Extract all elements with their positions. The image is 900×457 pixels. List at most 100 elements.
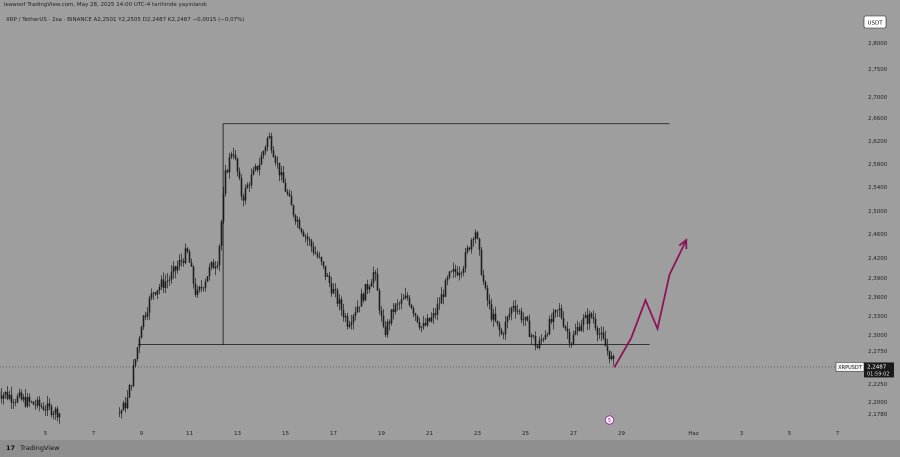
candle-body (550, 319, 553, 323)
candle-body (530, 335, 533, 337)
candle-body (262, 151, 265, 156)
x-tick-label: Haz (688, 431, 699, 437)
candle-body (544, 334, 547, 340)
candle-body (166, 280, 169, 282)
candle-body (186, 248, 189, 252)
candle-body (220, 221, 223, 246)
y-tick-label: 2,3900 (868, 276, 888, 282)
candle-body (422, 323, 425, 327)
y-tick-label: 2,5400 (868, 185, 888, 191)
candle-body (38, 399, 41, 406)
candle-body (280, 172, 283, 176)
candle-body (184, 248, 187, 264)
candle-body (300, 228, 303, 232)
candle-body (316, 253, 319, 257)
event-marker-label: 5 (608, 418, 611, 424)
candle-body (376, 273, 379, 291)
candle-body (276, 162, 279, 164)
candle-body (442, 294, 445, 297)
x-tick-label: 17 (330, 431, 337, 437)
y-tick-label: 2,3000 (868, 333, 888, 339)
candle-body (122, 402, 125, 411)
chart-area[interactable] (0, 0, 863, 428)
candle-body (500, 330, 503, 335)
candle-body (498, 323, 501, 331)
candle-body (380, 310, 383, 316)
y-tick-label: 2,3300 (868, 314, 888, 320)
candle-body (324, 265, 327, 277)
time-axis: 5 7 9 11 13 15 17 19 21 23 25 27 29 Haz 3 5 7 (44, 431, 840, 437)
tradingview-logo[interactable]: 17 TradingView (6, 444, 59, 452)
candle-body (426, 317, 429, 326)
candle-body (586, 315, 589, 324)
candle-body (210, 262, 213, 268)
candle-body (398, 303, 401, 305)
candle-body (312, 246, 315, 253)
candle-body (354, 312, 357, 316)
candle-body (48, 403, 51, 407)
candle-body (436, 304, 439, 315)
candle-body (10, 394, 13, 403)
candle-body (574, 330, 577, 335)
candle-body (130, 385, 133, 387)
candle-body (266, 138, 269, 148)
candle-body (418, 322, 421, 328)
candle-body (128, 385, 131, 398)
y-tick-label: 2,4200 (868, 256, 888, 262)
candle-body (206, 276, 209, 282)
candle-body (336, 290, 339, 304)
candle-body (302, 231, 305, 237)
price-tag (864, 362, 894, 378)
x-tick-label: 11 (186, 431, 193, 437)
candle-body (428, 317, 431, 322)
candle-body (20, 392, 23, 400)
candle-body (490, 304, 493, 320)
candle-body (372, 272, 375, 283)
candle-body (610, 356, 613, 360)
y-tick-label: 2,6200 (868, 139, 888, 145)
candle-body (150, 293, 153, 299)
event-marker-icon (604, 415, 615, 425)
x-tick-label: 19 (378, 431, 385, 437)
candle-body (524, 316, 527, 320)
candle-body (478, 238, 481, 250)
candle-body (444, 280, 447, 297)
candle-body (596, 327, 599, 335)
candle-body (268, 136, 271, 139)
candle-body (540, 339, 543, 341)
candle-body (180, 260, 183, 261)
candle-body (588, 313, 591, 324)
candle-body (464, 251, 467, 269)
candle-body (434, 313, 437, 315)
candle-body (440, 294, 443, 304)
candle-body (396, 303, 399, 305)
candle-body (0, 395, 3, 399)
candle-body (514, 305, 517, 312)
candle-body (294, 215, 297, 222)
candle-body (470, 240, 473, 250)
x-tick-label: 21 (426, 431, 433, 437)
x-tick-label: 5 (44, 431, 48, 437)
candle-body (330, 282, 333, 294)
candle-body (360, 293, 363, 307)
candle-body (176, 265, 179, 271)
candle-body (14, 402, 17, 403)
candle-body (466, 247, 469, 252)
candle-body (54, 408, 57, 414)
candle-body (292, 205, 295, 216)
candle-body (382, 315, 385, 327)
candle-body (18, 392, 21, 397)
candle-body (144, 315, 147, 317)
candle-body (480, 249, 483, 275)
candle-body (44, 410, 47, 411)
price-chart-svg[interactable]: 2,8000 2,7500 2,7000 2,6600 2,6200 2,5800 2,54… (0, 0, 900, 440)
candle-body (534, 335, 537, 347)
candle-body (414, 313, 417, 316)
candle-body (402, 298, 405, 300)
candle-body (438, 303, 441, 305)
x-tick-label: 27 (570, 431, 577, 437)
candle-body (542, 339, 545, 340)
candle-body (196, 290, 199, 295)
candle-body (604, 338, 607, 347)
candle-body (306, 236, 309, 240)
